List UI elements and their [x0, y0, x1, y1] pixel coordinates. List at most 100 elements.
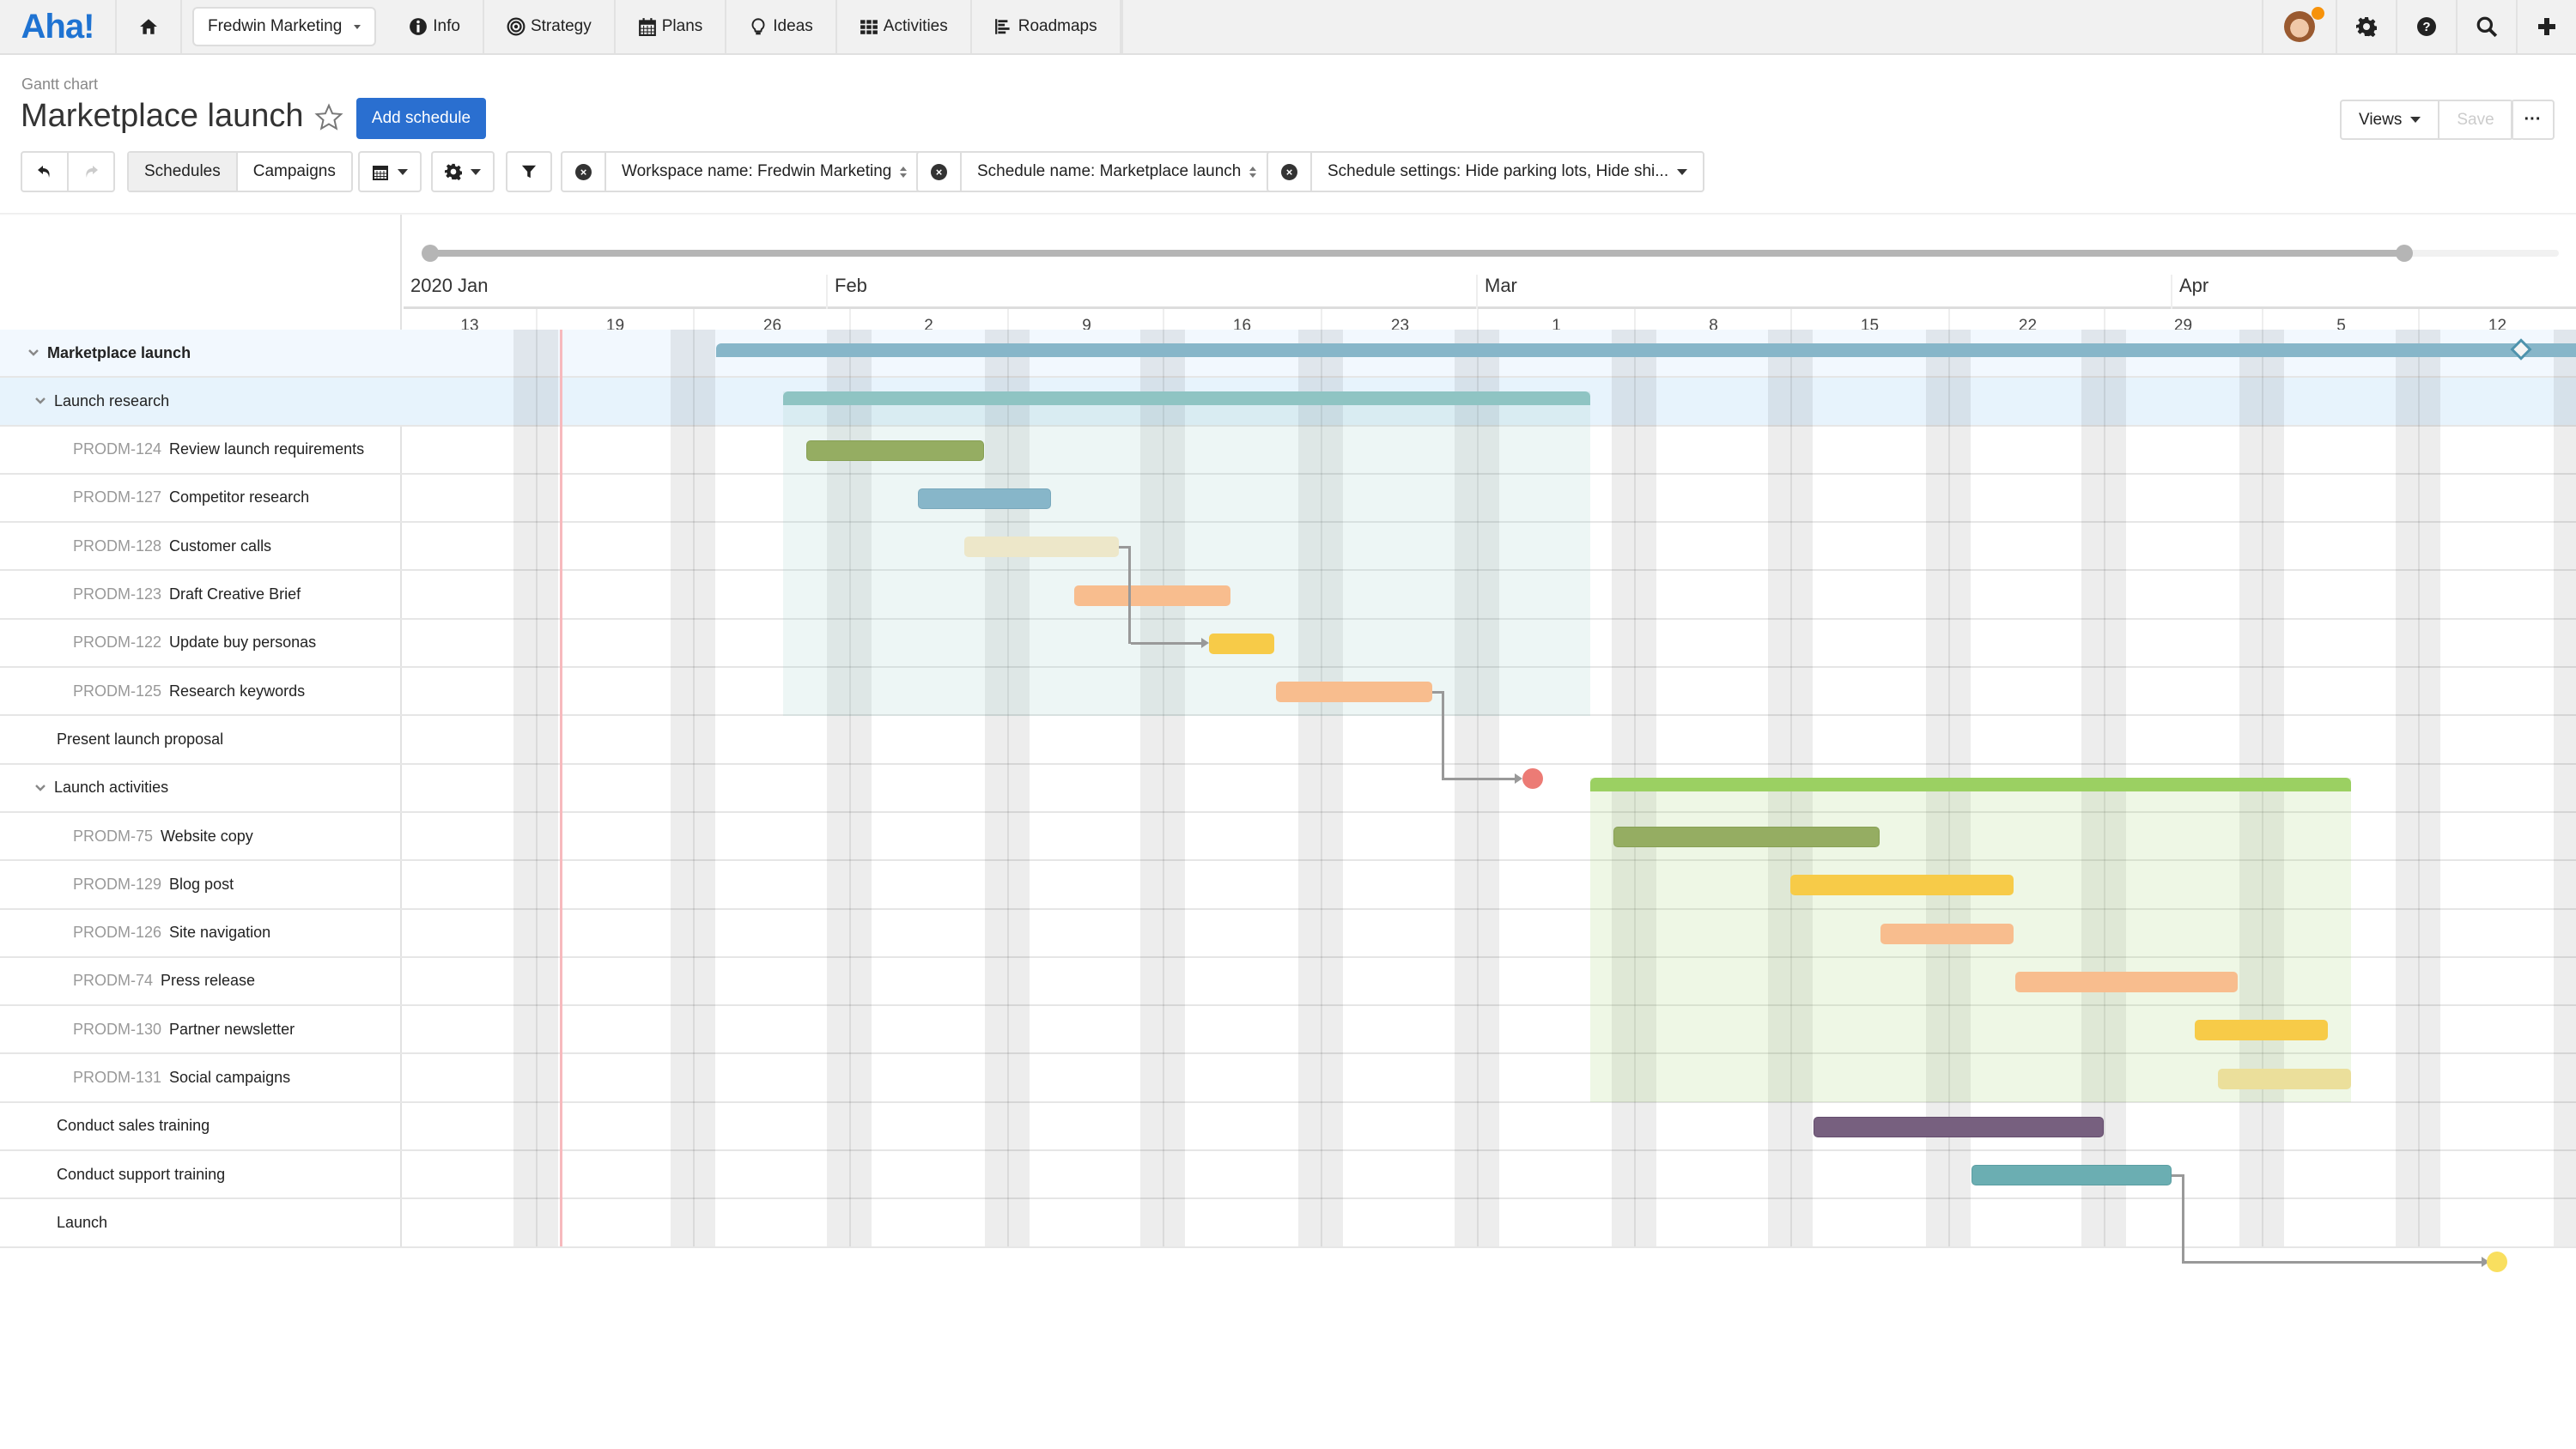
- table-row[interactable]: Launch activities: [0, 765, 2576, 813]
- task-bar-prodm-124[interactable]: [806, 440, 984, 461]
- chevron-down-icon[interactable]: [34, 782, 46, 794]
- row-name: Launch research: [54, 391, 170, 409]
- filter-schedule-select[interactable]: Schedule name: Marketplace launch: [960, 153, 1272, 191]
- nav-item-plans[interactable]: Plans: [616, 0, 727, 53]
- filter-workspace-select[interactable]: Workspace name: Fredwin Marketing: [605, 153, 922, 191]
- group-bar-launch-activities[interactable]: [1590, 778, 2351, 791]
- add-schedule-button[interactable]: Add schedule: [356, 98, 486, 139]
- task-bar-prodm-74[interactable]: [2015, 972, 2238, 992]
- task-bar-prodm-130[interactable]: [2195, 1020, 2328, 1040]
- filter-button[interactable]: [506, 151, 552, 192]
- star-icon[interactable]: [314, 103, 343, 132]
- roadmap-icon: [994, 19, 1010, 34]
- undo-button[interactable]: [22, 153, 67, 191]
- row-name: Conduct sales training: [57, 1117, 210, 1135]
- table-row[interactable]: PRODM-126 Site navigation: [0, 910, 2576, 958]
- range-end-handle[interactable]: [2396, 245, 2413, 262]
- group-bar-launch-research[interactable]: [783, 391, 1590, 405]
- nav-item-info[interactable]: Info: [386, 0, 484, 53]
- schedule-bar-marketplace-launch[interactable]: [716, 343, 2576, 357]
- date-range-dropdown[interactable]: [358, 151, 422, 192]
- settings-button[interactable]: [2336, 0, 2396, 53]
- nav-item-strategy[interactable]: Strategy: [484, 0, 616, 53]
- workspace-selector[interactable]: Fredwin Marketing: [192, 7, 377, 46]
- milestone-present-launch-proposal[interactable]: [1522, 768, 1543, 789]
- table-row[interactable]: PRODM-124 Review launch requirements: [0, 427, 2576, 475]
- milestone-launch[interactable]: [2487, 1252, 2507, 1272]
- row-name: Draft Creative Brief: [169, 585, 301, 603]
- table-row[interactable]: PRODM-130 Partner newsletter: [0, 1006, 2576, 1055]
- redo-icon: [86, 166, 98, 178]
- plus-icon: [2538, 18, 2555, 35]
- nav-item-ideas[interactable]: Ideas: [726, 0, 837, 53]
- filter-settings-select[interactable]: Schedule settings: Hide parking lots, Hi…: [1310, 153, 1703, 191]
- help-button[interactable]: ?: [2396, 0, 2456, 53]
- nav-item-label: Ideas: [773, 17, 813, 35]
- row-id[interactable]: PRODM-131: [73, 1069, 162, 1086]
- row-id[interactable]: PRODM-127: [73, 488, 162, 506]
- nav-item-roadmaps[interactable]: Roadmaps: [972, 0, 1121, 53]
- table-row[interactable]: PRODM-127 Competitor research: [0, 475, 2576, 524]
- task-bar-prodm-122[interactable]: [1209, 634, 1274, 654]
- task-bar-sales-training[interactable]: [1814, 1117, 2104, 1137]
- user-avatar-button[interactable]: [2262, 0, 2336, 53]
- row-name: Launch: [57, 1213, 108, 1231]
- row-id[interactable]: PRODM-126: [73, 924, 162, 942]
- task-bar-prodm-126[interactable]: [1880, 924, 2014, 944]
- row-id[interactable]: PRODM-74: [73, 972, 154, 990]
- tab-campaigns[interactable]: Campaigns: [235, 153, 351, 191]
- task-bar-prodm-129[interactable]: [1790, 875, 2014, 895]
- search-button[interactable]: [2456, 0, 2516, 53]
- add-button[interactable]: [2516, 0, 2576, 53]
- views-dropdown[interactable]: Views: [2342, 101, 2438, 138]
- table-row[interactable]: PRODM-128 Customer calls: [0, 523, 2576, 572]
- range-start-handle[interactable]: [422, 245, 439, 262]
- settings-dropdown[interactable]: [431, 151, 495, 192]
- chevron-down-icon[interactable]: [27, 347, 39, 359]
- table-row[interactable]: PRODM-75 Website copy: [0, 813, 2576, 862]
- breadcrumb[interactable]: Gantt chart: [21, 76, 99, 93]
- table-row[interactable]: Conduct sales training: [0, 1103, 2576, 1152]
- filter-schedule: × Schedule name: Marketplace launch: [916, 151, 1274, 192]
- task-bar-prodm-123[interactable]: [1074, 585, 1230, 606]
- row-id[interactable]: PRODM-123: [73, 585, 162, 603]
- table-row[interactable]: Present launch proposal: [0, 716, 2576, 765]
- row-id[interactable]: PRODM-122: [73, 634, 162, 652]
- table-row[interactable]: PRODM-122 Update buy personas: [0, 620, 2576, 669]
- tab-schedules[interactable]: Schedules: [129, 153, 236, 191]
- task-bar-prodm-75[interactable]: [1613, 827, 1880, 847]
- remove-filter-button[interactable]: ×: [918, 153, 960, 191]
- table-row[interactable]: Launch: [0, 1199, 2576, 1248]
- more-options-button[interactable]: ···: [2511, 100, 2555, 140]
- chevron-down-icon[interactable]: [34, 395, 46, 407]
- row-id[interactable]: PRODM-124: [73, 440, 162, 458]
- table-row[interactable]: PRODM-131 Social campaigns: [0, 1055, 2576, 1103]
- task-bar-prodm-128[interactable]: [964, 537, 1119, 557]
- table-row[interactable]: PRODM-125 Research keywords: [0, 668, 2576, 717]
- dependency-line: [1131, 642, 1203, 645]
- table-row[interactable]: PRODM-74 Press release: [0, 958, 2576, 1007]
- task-bar-support-training[interactable]: [1971, 1165, 2172, 1185]
- row-id[interactable]: PRODM-130: [73, 1020, 162, 1038]
- table-row[interactable]: Conduct support training: [0, 1151, 2576, 1200]
- row-id[interactable]: PRODM-125: [73, 682, 162, 700]
- nav-item-activities[interactable]: Activities: [837, 0, 972, 53]
- month-label: Apr: [2171, 275, 2208, 309]
- home-button[interactable]: [117, 0, 182, 53]
- task-bar-prodm-125[interactable]: [1276, 682, 1432, 702]
- row-name: Research keywords: [169, 682, 306, 700]
- save-button[interactable]: Save: [2438, 101, 2511, 138]
- row-id[interactable]: PRODM-75: [73, 827, 154, 845]
- table-row[interactable]: PRODM-129 Blog post: [0, 861, 2576, 910]
- remove-filter-button[interactable]: ×: [562, 153, 605, 191]
- avatar: [2284, 11, 2315, 42]
- task-bar-prodm-131[interactable]: [2218, 1069, 2351, 1089]
- table-row[interactable]: PRODM-123 Draft Creative Brief: [0, 572, 2576, 620]
- aha-logo[interactable]: Aha!: [0, 0, 117, 53]
- row-id[interactable]: PRODM-129: [73, 875, 162, 893]
- row-id[interactable]: PRODM-128: [73, 537, 162, 555]
- remove-filter-button[interactable]: ×: [1268, 153, 1310, 191]
- week-label: 2: [849, 309, 1006, 343]
- redo-button[interactable]: [67, 153, 113, 191]
- task-bar-prodm-127[interactable]: [918, 488, 1051, 509]
